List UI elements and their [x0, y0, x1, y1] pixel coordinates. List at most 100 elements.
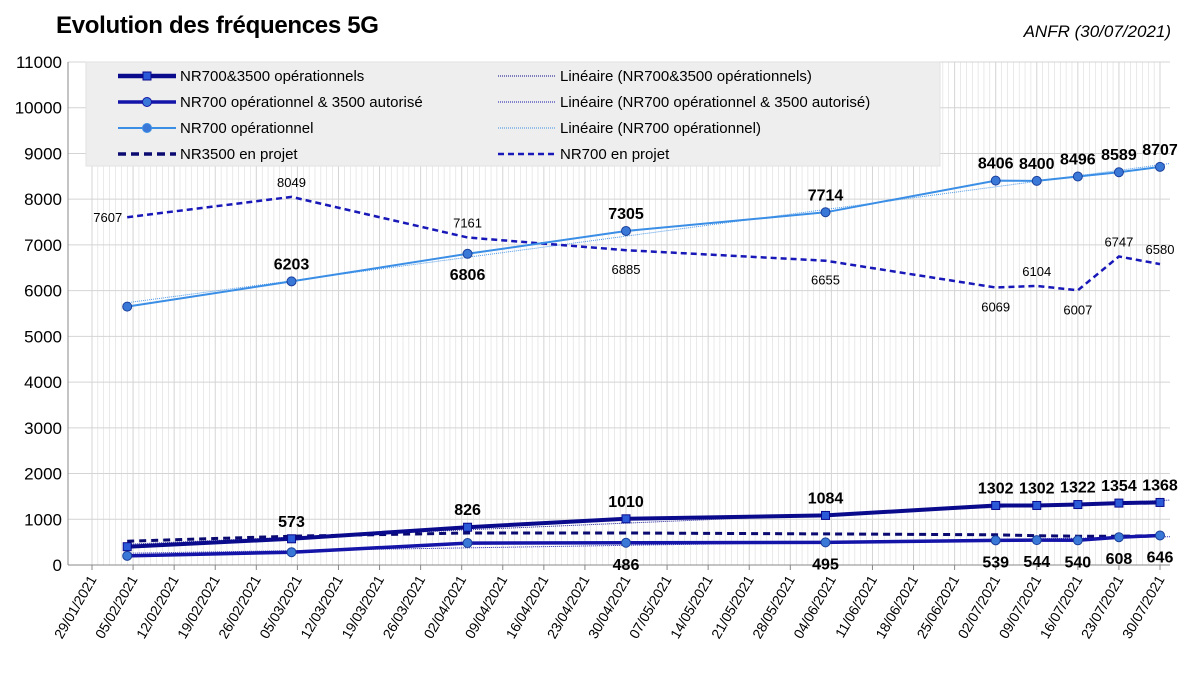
- data-label: 6007: [1063, 302, 1092, 317]
- data-point: [990, 535, 1001, 546]
- data-label: 1010: [608, 494, 644, 511]
- data-point: [1031, 175, 1042, 186]
- data-label: 6580: [1146, 242, 1175, 257]
- trend-line: [127, 163, 1171, 304]
- y-tick-label: 1000: [24, 510, 62, 529]
- data-label: 8707: [1142, 142, 1178, 159]
- x-tick-label: 30/07/2021: [1119, 572, 1168, 641]
- data-point: [286, 276, 297, 287]
- chart-title: Evolution des fréquences 5G: [56, 12, 379, 39]
- data-point: [621, 537, 631, 548]
- chart-source: ANFR (30/07/2021): [1023, 22, 1171, 41]
- series-line: [127, 195, 1161, 292]
- data-label: 539: [982, 554, 1009, 571]
- data-label: 1302: [978, 480, 1014, 497]
- data-point: [463, 522, 473, 532]
- y-tick-label: 6000: [24, 282, 62, 301]
- data-point: [1072, 535, 1083, 546]
- data-labels: 6203 6806 7305 7714 8406 8400 8496 8589 8707 573 8…: [93, 142, 1178, 574]
- data-point: [1072, 171, 1083, 182]
- data-point: [820, 537, 831, 548]
- data-point: [1155, 161, 1165, 172]
- series-line: [127, 533, 1161, 558]
- data-label: 6655: [811, 273, 840, 288]
- data-label: 6104: [1022, 264, 1051, 279]
- data-label: 8496: [1060, 152, 1096, 169]
- legend-entry: NR700 opérationnel: [180, 120, 313, 137]
- data-label: 7714: [808, 187, 844, 204]
- data-point: [621, 514, 631, 524]
- data-point: [990, 175, 1001, 186]
- data-label: 6885: [612, 262, 641, 277]
- y-tick-label: 10000: [15, 99, 62, 118]
- legend-entry: NR700 en projet: [560, 146, 670, 163]
- legend-marker: [142, 97, 152, 107]
- data-label: 7161: [453, 216, 482, 231]
- y-tick-label: 4000: [24, 373, 62, 392]
- data-label: 608: [1106, 551, 1133, 568]
- data-point: [1113, 532, 1124, 543]
- data-point: [462, 538, 473, 549]
- y-tick-label: 7000: [24, 236, 62, 255]
- data-label: 486: [613, 557, 640, 574]
- series-group: [122, 161, 1171, 561]
- data-label: 495: [812, 556, 839, 573]
- data-label: 646: [1147, 549, 1174, 566]
- y-tick-label: 9000: [24, 144, 62, 163]
- legend-marker: [142, 123, 152, 133]
- data-label: 1322: [1060, 480, 1096, 497]
- data-label: 1302: [1019, 480, 1055, 497]
- data-point: [1032, 500, 1042, 510]
- data-point: [991, 500, 1001, 510]
- y-tick-label: 0: [53, 556, 62, 575]
- data-point: [821, 510, 831, 520]
- data-label: 1084: [808, 490, 844, 507]
- legend-box: [85, 61, 941, 167]
- data-point: [122, 301, 133, 312]
- data-point: [621, 225, 631, 236]
- data-point: [1155, 530, 1165, 541]
- data-point: [820, 207, 831, 218]
- data-label: 6747: [1104, 234, 1133, 249]
- data-point: [286, 547, 297, 558]
- data-label: 8589: [1101, 147, 1137, 164]
- y-tick-label: 3000: [24, 419, 62, 438]
- data-point: [1073, 500, 1083, 510]
- legend-entry: NR700 opérationnel & 3500 autorisé: [180, 94, 423, 111]
- data-label: 540: [1064, 554, 1091, 571]
- data-label: 7305: [608, 206, 644, 223]
- data-point: [1031, 535, 1042, 546]
- legend-entry: NR700&3500 opérationnels: [180, 68, 364, 85]
- legend-entry: NR3500 en projet: [180, 146, 298, 163]
- data-label: 1368: [1142, 477, 1178, 494]
- data-label: 6203: [274, 256, 310, 273]
- legend: NR700&3500 opérationnels NR700 opérationn…: [85, 61, 941, 167]
- data-label: 7607: [93, 210, 122, 225]
- data-label: 6069: [981, 299, 1010, 314]
- data-label: 544: [1023, 554, 1050, 571]
- series-line: [127, 500, 1161, 549]
- data-label: 8400: [1019, 156, 1055, 173]
- data-label: 826: [454, 502, 481, 519]
- y-tick-label: 2000: [24, 465, 62, 484]
- data-label: 8049: [277, 175, 306, 190]
- legend-entry: Linéaire (NR700 opérationnel): [560, 120, 761, 137]
- x-tick-label: 11/06/2021: [832, 572, 880, 640]
- data-point: [462, 248, 473, 259]
- data-point: [287, 534, 297, 544]
- data-point: [1114, 498, 1124, 508]
- data-label: 573: [278, 514, 305, 531]
- series-line: [127, 165, 1161, 308]
- legend-entry: Linéaire (NR700&3500 opérationnels): [560, 68, 812, 85]
- data-point: [1155, 497, 1165, 507]
- data-label: 8406: [978, 156, 1014, 173]
- legend-entry: Linéaire (NR700 opérationnel & 3500 auto…: [560, 94, 870, 111]
- data-point: [122, 542, 132, 552]
- y-tick-label: 8000: [24, 190, 62, 209]
- data-label: 6806: [450, 267, 486, 284]
- data-point: [1113, 167, 1124, 178]
- legend-marker: [142, 71, 152, 81]
- y-tick-label: 5000: [24, 327, 62, 346]
- data-label: 1354: [1101, 478, 1137, 495]
